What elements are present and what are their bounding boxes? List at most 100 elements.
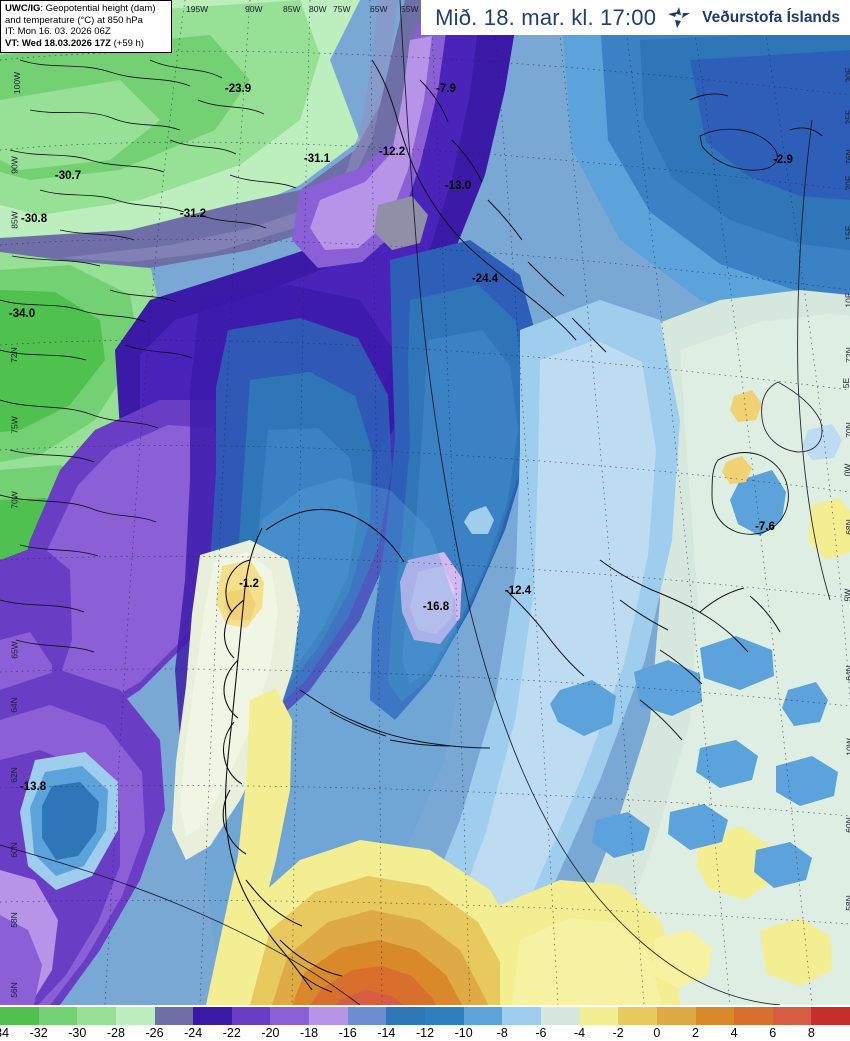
graticule-label-left: 64N — [8, 697, 19, 713]
colorbar-tick: -24 — [184, 1026, 203, 1040]
temperature-label: -16.8 — [422, 601, 450, 613]
colorbar-swatch[interactable] — [695, 1007, 735, 1025]
colorbar-tick: 4 — [730, 1026, 738, 1040]
graticule-label-top: 80W — [309, 4, 327, 14]
graticule-label-right: 76N — [843, 149, 850, 165]
temperature-label: -12.4 — [504, 585, 532, 597]
colorbar-swatch[interactable] — [734, 1007, 773, 1025]
info-line-product: UWC/IG: Geopotential height (dam) — [5, 3, 167, 15]
info-line-valid-time: VT: Wed 18.03.2026 17Z (+59 h) — [5, 38, 167, 50]
colorbar-tick: -10 — [454, 1026, 473, 1040]
colorbar-tick: -4 — [573, 1026, 586, 1040]
lead-time-value: (+59 h) — [110, 37, 144, 49]
temperature-label: -13.0 — [444, 180, 472, 192]
graticule-label-top: 65W — [370, 4, 388, 14]
colorbar-swatch[interactable] — [270, 1007, 310, 1025]
temperature-label: -30.7 — [54, 170, 82, 182]
graticule-label-left: 65W — [9, 641, 20, 659]
colorbar-swatch[interactable] — [0, 1007, 39, 1025]
graticule-label-top: 195W — [186, 4, 209, 14]
graticule-label-left: 62N — [8, 767, 19, 783]
graticule-label-right: 20E — [843, 175, 850, 191]
graticule-label-right: 15E — [843, 225, 850, 241]
colorbar-swatch[interactable] — [193, 1007, 232, 1025]
page-title: Mið. 18. mar. kl. 17:00 — [435, 4, 657, 30]
colorbar-tick: -14 — [377, 1026, 396, 1040]
graticule-label-right: 72N — [843, 347, 850, 363]
colorbar-tick: -32 — [29, 1026, 48, 1040]
colorbar-swatch[interactable] — [618, 1007, 657, 1025]
colorbar-tick: 2 — [691, 1026, 699, 1040]
forecast-info-box: UWC/IG: Geopotential height (dam) and te… — [0, 0, 172, 54]
colorbar-tick: -2 — [612, 1026, 624, 1040]
colorbar-swatch[interactable] — [231, 1007, 271, 1025]
brand-name: Veðurstofa Íslands — [702, 8, 840, 26]
colorbar-swatch[interactable] — [309, 1007, 348, 1025]
colorbar-swatch[interactable] — [540, 1007, 580, 1025]
temperature-label: -23.9 — [224, 83, 252, 95]
temperature-label: -7.9 — [436, 83, 456, 95]
colorbar-swatch[interactable] — [772, 1007, 812, 1025]
graticule-label-right: 5E — [841, 377, 850, 389]
weather-map[interactable]: -23.9 -7.9 -31.1 -12.2 -2.9 -30.7 -13.0 -31.2 -3… — [0, 0, 850, 1005]
colorbar-tick: -6 — [535, 1026, 547, 1040]
colorbar-tick: -26 — [145, 1026, 164, 1040]
colorbar-tick: -28 — [106, 1026, 125, 1040]
graticule-label-right: 10W — [844, 738, 850, 756]
colorbar-tick: -30 — [68, 1026, 87, 1040]
graticule-label-top: 75W — [333, 4, 351, 14]
graticule-label-left: 56N — [8, 982, 19, 998]
chart-title-bar: Mið. 18. mar. kl. 17:00 Veðurstofa Íslan… — [421, 0, 850, 35]
colorbar-swatches[interactable] — [0, 1007, 850, 1025]
temperature-colorbar[interactable]: -34-32-30-28-26-24-22-20-18-16-14-12-10-… — [0, 1005, 850, 1041]
graticule-label-right: 30E — [843, 67, 850, 83]
colorbar-swatch[interactable] — [579, 1007, 619, 1025]
graticule-label-right: 70N — [843, 422, 850, 438]
colorbar-tick: -16 — [338, 1026, 357, 1040]
colorbar-swatch[interactable] — [502, 1007, 541, 1025]
colorbar-swatch[interactable] — [656, 1007, 696, 1025]
colorbar-tick: -20 — [261, 1026, 280, 1040]
graticule-label-left: 58N — [8, 912, 19, 928]
graticule-label-right: 64N — [843, 665, 850, 681]
graticule-label-left: 72N — [8, 347, 19, 363]
pinwheel-icon — [668, 6, 691, 28]
graticule-label-left: 75W — [9, 416, 20, 434]
temperature-label: -31.2 — [179, 208, 207, 220]
temperature-label: -2.9 — [773, 154, 793, 166]
temperature-label: -7.6 — [755, 521, 775, 533]
colorbar-swatch[interactable] — [115, 1007, 155, 1025]
colorbar-swatch[interactable] — [38, 1007, 78, 1025]
graticule-label-top: 55W — [401, 4, 419, 14]
info-line-variable: and temperature (°C) at 850 hPa — [5, 14, 143, 26]
graticule-label-right: 0W — [842, 463, 850, 477]
colorbar-swatch[interactable] — [811, 1007, 850, 1025]
colorbar-tick: -18 — [300, 1026, 319, 1040]
colorbar-tick: -8 — [496, 1026, 508, 1040]
colorbar-swatch[interactable] — [347, 1007, 387, 1025]
product-desc: : Geopotential height (dam) — [40, 3, 156, 14]
temperature-label: -31.1 — [303, 153, 331, 165]
colorbar-tick: -34 — [0, 1026, 10, 1040]
temperature-label: -24.4 — [471, 273, 499, 285]
graticule-label-top: 90W — [245, 4, 263, 14]
colorbar-swatch[interactable] — [425, 1007, 464, 1025]
temperature-contour-map — [0, 0, 850, 1005]
colorbar-tick: -22 — [222, 1026, 241, 1040]
graticule-label-right: 68N — [843, 519, 850, 535]
graticule-label-top: 85W — [283, 4, 301, 14]
temperature-label: -30.8 — [20, 213, 48, 225]
graticule-label-left: 85W — [9, 211, 20, 229]
colorbar-swatch[interactable] — [77, 1007, 116, 1025]
colorbar-tick: -12 — [415, 1026, 435, 1040]
colorbar-tick-labels: -34-32-30-28-26-24-22-20-18-16-14-12-10-… — [0, 1026, 850, 1041]
colorbar-swatch[interactable] — [386, 1007, 426, 1025]
colorbar-swatch[interactable] — [154, 1007, 194, 1025]
colorbar-tick: 6 — [769, 1026, 777, 1040]
temperature-label: -34.0 — [8, 308, 36, 320]
temperature-label: -12.2 — [378, 146, 406, 158]
colorbar-tick: 0 — [653, 1026, 661, 1040]
graticule-label-right: 10E — [843, 292, 850, 308]
colorbar-swatch[interactable] — [463, 1007, 503, 1025]
